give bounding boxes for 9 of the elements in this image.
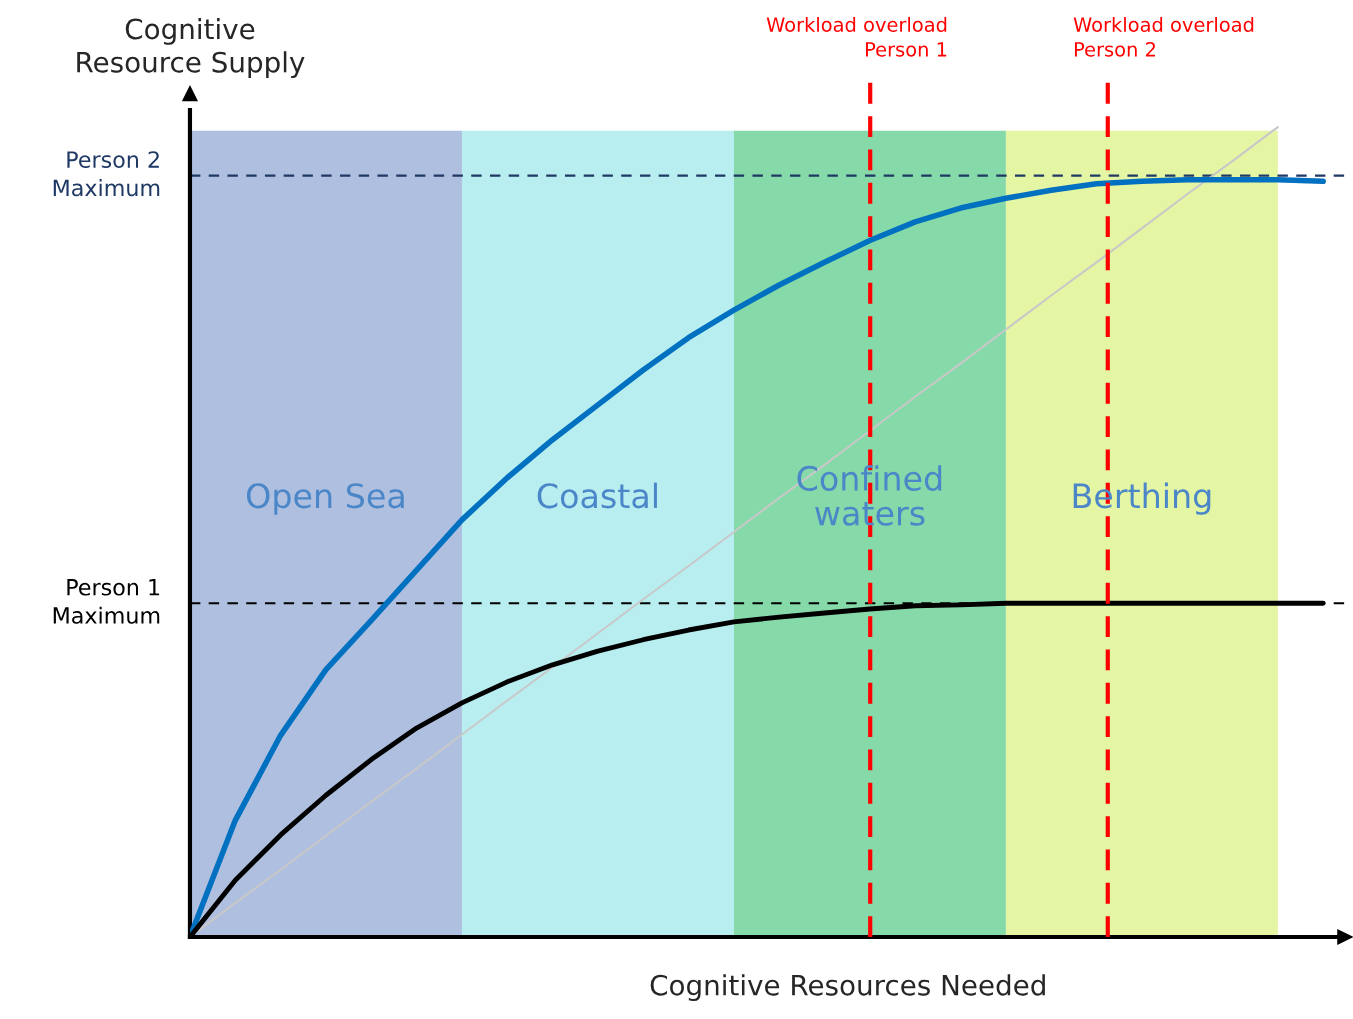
ref-line-label: Person 2 Maximum — [53, 151, 160, 197]
annotation: Coastal — [537, 482, 657, 509]
text: Workload overload Person 2 — [1073, 16, 1254, 57]
text: Workload overload Person 1 — [766, 16, 947, 57]
y-axis-title: Cognitive Resource Supply — [77, 17, 305, 79]
annotation: Open Sea — [246, 483, 404, 515]
ref-line-label: Person 1 Maximum — [53, 579, 160, 624]
annotation: Berthing — [1073, 482, 1211, 515]
x-axis-title: Cognitive Resources Needed — [650, 974, 1045, 1002]
